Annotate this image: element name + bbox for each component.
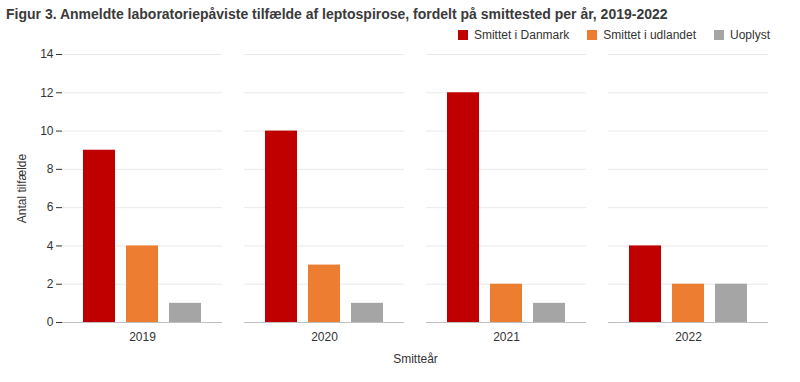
svg-text:0: 0 bbox=[47, 315, 54, 329]
svg-text:8: 8 bbox=[47, 162, 54, 176]
svg-text:4: 4 bbox=[47, 239, 54, 253]
svg-text:14: 14 bbox=[40, 47, 54, 61]
html-text:Uoplyst: Uoplyst bbox=[730, 28, 770, 42]
svg-text:12: 12 bbox=[40, 86, 54, 100]
svg-text:2021: 2021 bbox=[493, 330, 520, 344]
svg-text:Smitteår: Smitteår bbox=[393, 352, 438, 366]
svg-text:10: 10 bbox=[40, 124, 54, 138]
html-text:Smittet i udlandet: Smittet i udlandet bbox=[603, 28, 696, 42]
svg-text:2020: 2020 bbox=[311, 330, 338, 344]
html-text:Figur 3. Anmeldte laboratoriep: Figur 3. Anmeldte laboratoriepåviste til… bbox=[6, 6, 668, 22]
html-text:Smittet i Danmark: Smittet i Danmark bbox=[473, 28, 570, 42]
svg-text:2019: 2019 bbox=[129, 330, 156, 344]
svg-text:6: 6 bbox=[47, 200, 54, 214]
svg-text:2022: 2022 bbox=[675, 330, 702, 344]
svg-text:2: 2 bbox=[47, 277, 54, 291]
svg-text:Antal tilfælde: Antal tilfælde bbox=[15, 153, 29, 223]
